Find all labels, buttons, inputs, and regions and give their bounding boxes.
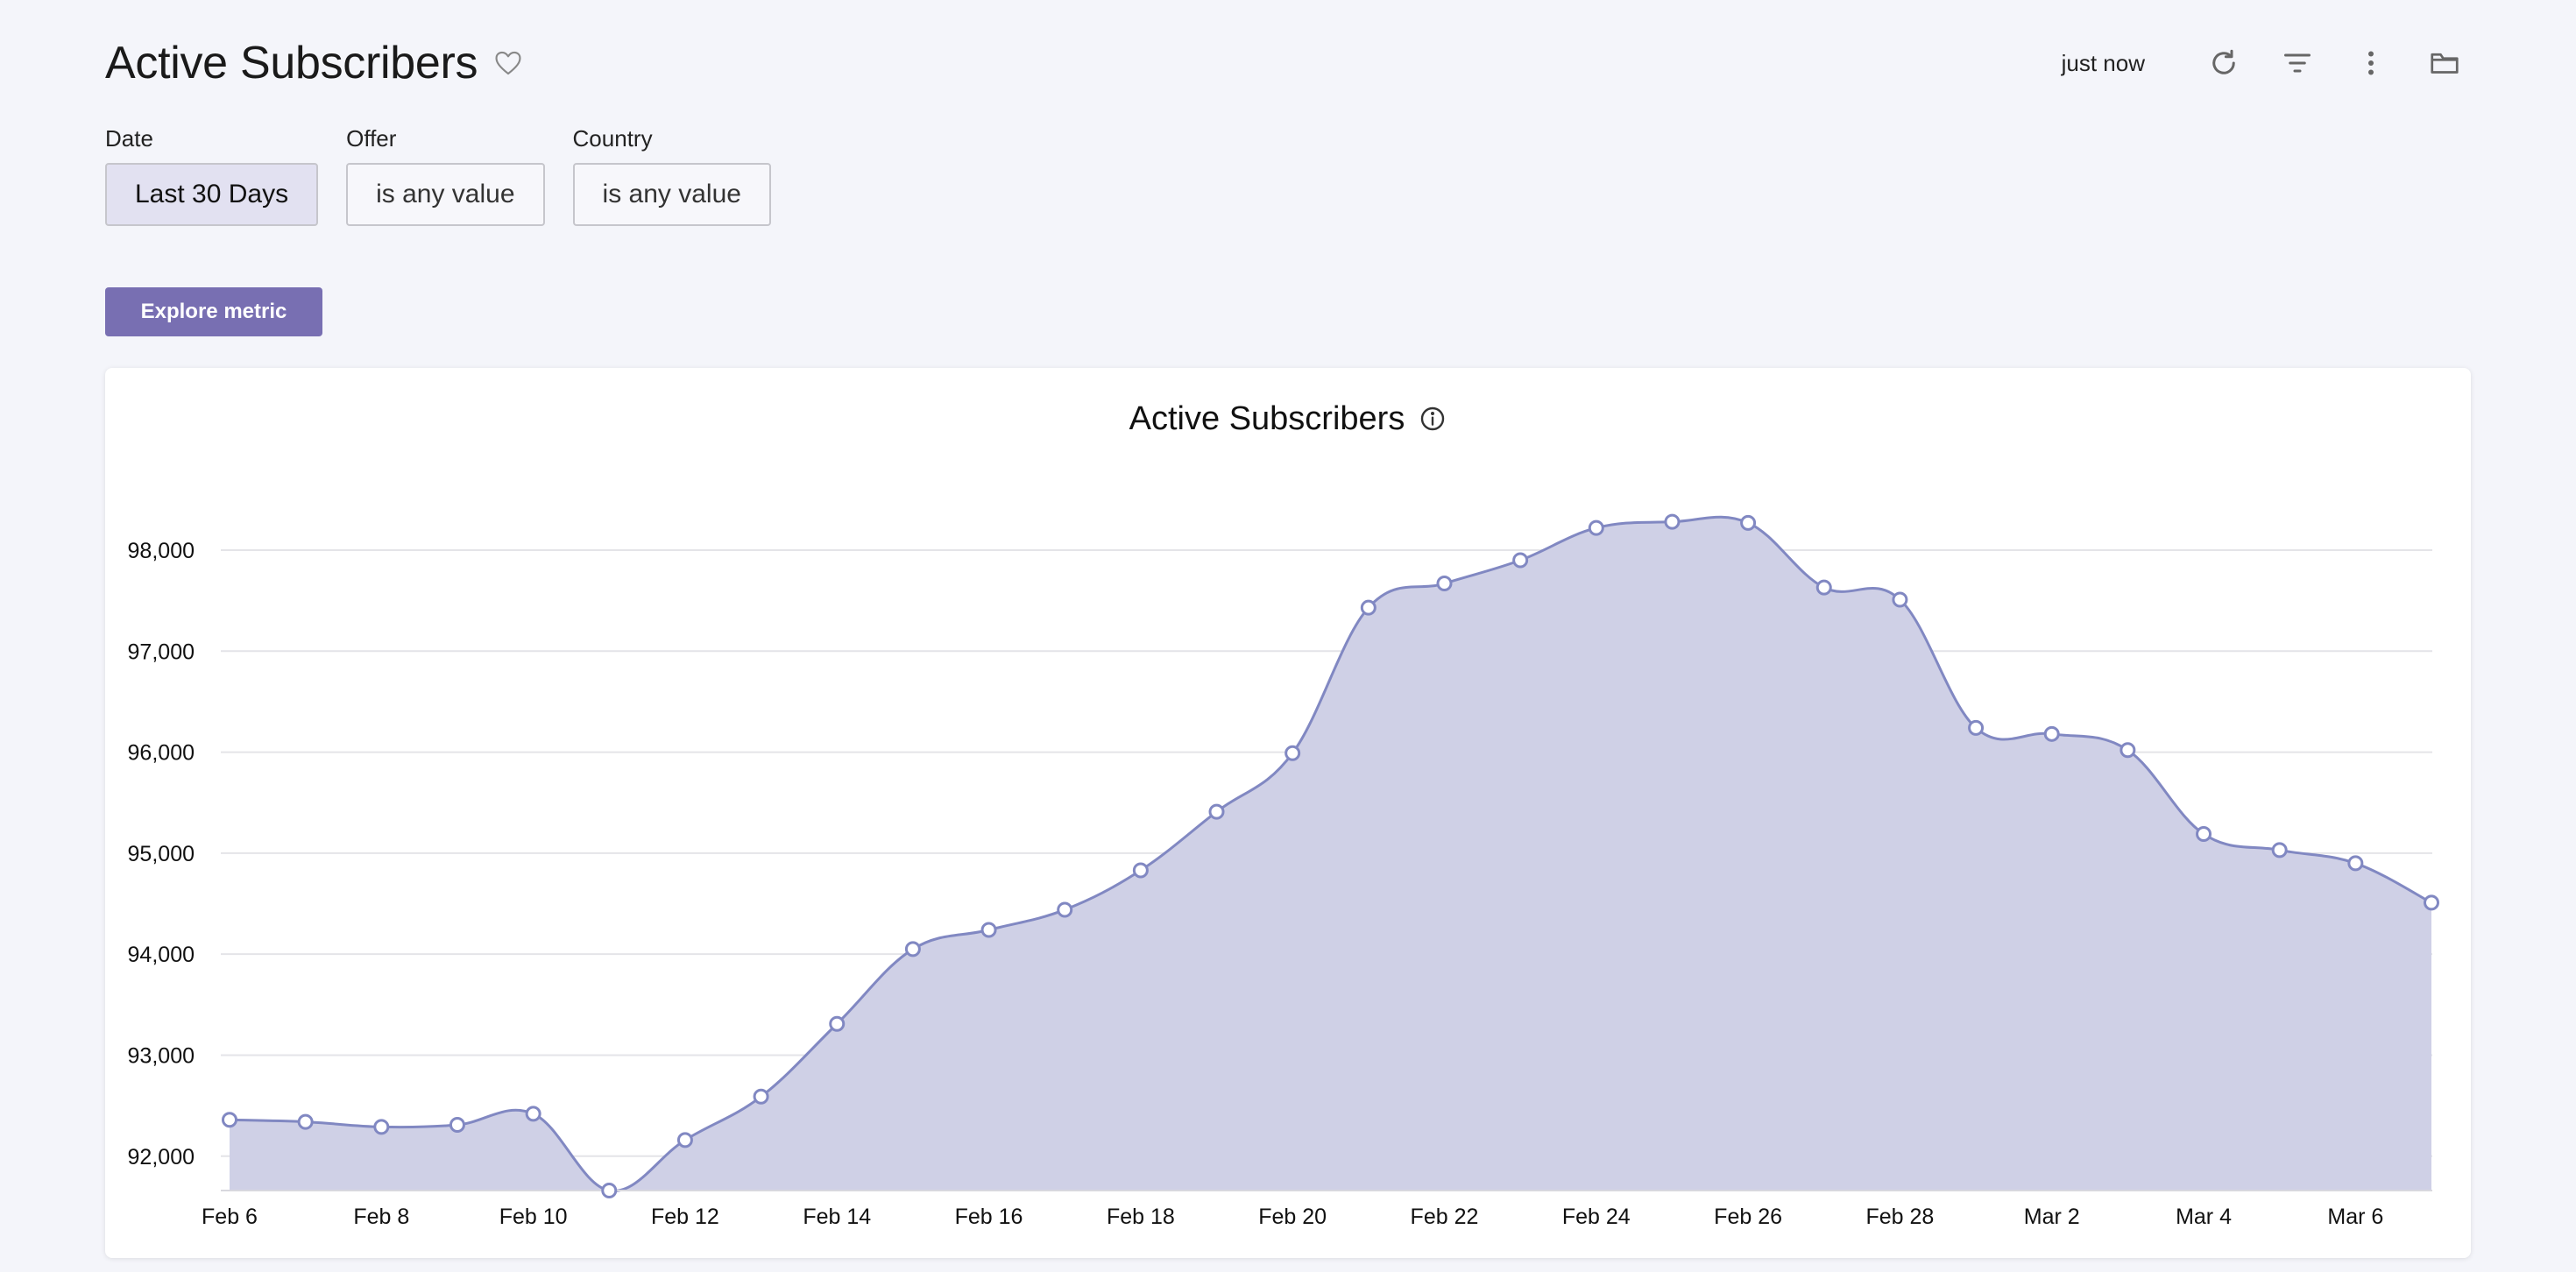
chart-header: Active Subscribers: [105, 392, 2471, 445]
x-tick-label: Feb 12: [651, 1205, 719, 1229]
data-point: [904, 941, 921, 958]
refresh-icon[interactable]: [2204, 44, 2243, 82]
data-point: [1132, 862, 1149, 879]
data-point: [980, 922, 997, 938]
filter-icon[interactable]: [2278, 44, 2317, 82]
filter-offer-label: Offer: [346, 125, 397, 152]
explore-metric-button[interactable]: Explore metric: [105, 287, 322, 336]
data-point: [2196, 825, 2212, 842]
data-point: [525, 1106, 541, 1122]
data-point: [2043, 725, 2060, 742]
x-tick-label: Feb 16: [955, 1205, 1023, 1229]
data-point: [1588, 519, 1604, 536]
data-point: [373, 1119, 390, 1135]
data-point: [1360, 599, 1376, 616]
page-header: Active Subscribers: [105, 32, 523, 95]
data-point: [1892, 591, 1908, 608]
y-tick-label: 98,000: [128, 539, 195, 563]
country-filter-button[interactable]: is any value: [572, 163, 771, 226]
x-tick-label: Feb 24: [1562, 1205, 1631, 1229]
filter-country-label: Country: [572, 125, 653, 152]
x-tick-label: Feb 20: [1258, 1205, 1327, 1229]
data-point: [2271, 842, 2288, 859]
y-tick-label: 94,000: [128, 943, 195, 967]
data-point: [1436, 576, 1453, 592]
data-point: [1057, 901, 1073, 918]
data-point: [2120, 742, 2136, 759]
info-icon[interactable]: [1419, 405, 1447, 433]
chart-card: Active Subscribers 92,000 93,000 94,000 95,…: [105, 368, 2471, 1258]
data-point: [449, 1117, 465, 1134]
data-point: [1740, 514, 1757, 531]
toolbar: just now: [2062, 35, 2464, 91]
x-tick-label: Feb 26: [1714, 1205, 1782, 1229]
y-tick-label: 92,000: [128, 1145, 195, 1170]
offer-filter-button[interactable]: is any value: [346, 163, 545, 226]
data-point: [2424, 894, 2439, 911]
date-filter-button[interactable]: Last 30 Days: [105, 163, 319, 226]
x-tick-label: Feb 6: [202, 1205, 258, 1229]
more-vertical-icon[interactable]: [2352, 44, 2390, 82]
y-tick-label: 96,000: [128, 741, 195, 766]
data-point: [829, 1015, 846, 1032]
data-point: [676, 1132, 693, 1148]
x-tick-label: Mar 2: [2024, 1205, 2080, 1229]
area-chart: 92,000 93,000 94,000 95,000 96,000 97,000 98,0…: [128, 513, 2439, 1229]
filter-offer: Offer is any value: [346, 123, 545, 226]
x-tick-label: Feb 28: [1865, 1205, 1934, 1229]
y-tick-label: 95,000: [128, 842, 195, 866]
chart-title: Active Subscribers: [1129, 399, 1405, 437]
heart-icon[interactable]: [493, 48, 523, 78]
x-tick-label: Mar 4: [2176, 1205, 2232, 1229]
data-point: [1208, 803, 1225, 820]
y-tick-label: 97,000: [128, 640, 195, 664]
filter-country: Country is any value: [572, 123, 771, 226]
x-tick-label: Feb 14: [803, 1205, 871, 1229]
x-tick-label: Feb 8: [353, 1205, 409, 1229]
data-point: [1664, 513, 1681, 530]
filter-bar: Date Last 30 Days Offer is any value Cou…: [105, 123, 799, 226]
y-tick-label: 93,000: [128, 1043, 195, 1068]
area-fill: [230, 517, 2431, 1191]
x-tick-label: Feb 18: [1107, 1205, 1175, 1229]
data-point: [1284, 745, 1301, 761]
data-point: [601, 1183, 618, 1198]
folder-icon[interactable]: [2425, 44, 2464, 82]
filter-date-label: Date: [105, 125, 153, 152]
data-point: [753, 1088, 769, 1105]
data-point: [2347, 855, 2364, 872]
data-point: [222, 1112, 237, 1128]
filter-date: Date Last 30 Days: [105, 123, 319, 226]
x-tick-label: Feb 22: [1411, 1205, 1479, 1229]
last-refreshed-text: just now: [2061, 49, 2145, 76]
data-point: [1968, 719, 1985, 736]
x-tick-label: Feb 10: [499, 1205, 568, 1229]
data-point: [297, 1113, 314, 1130]
data-point: [1512, 552, 1529, 569]
x-tick-label: Mar 6: [2327, 1205, 2383, 1229]
data-point: [1815, 579, 1832, 596]
page-title: Active Subscribers: [105, 38, 478, 88]
